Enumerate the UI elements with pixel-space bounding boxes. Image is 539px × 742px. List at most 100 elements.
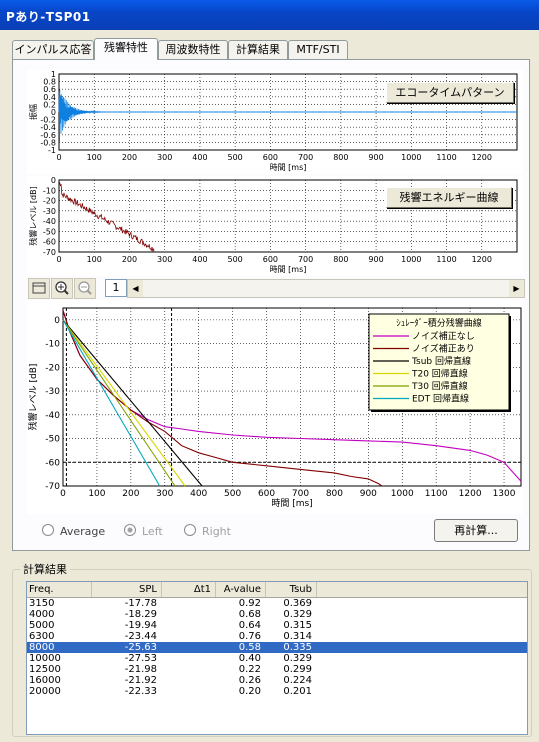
window-titlebar[interactable]: Pあり-TSP01 — [0, 0, 539, 30]
results-cell-freq: 3150 — [29, 598, 55, 609]
legend-label: T20 回帰直線 — [411, 368, 468, 380]
results-row[interactable]: 6300 -23.44 0.76 0.314 — [27, 631, 527, 642]
p1-ytick: 0.6 — [43, 85, 56, 94]
results-cell-freq: 5000 — [29, 620, 55, 631]
radio-left[interactable]: Left — [124, 524, 163, 538]
results-row[interactable]: 8000 -25.63 0.58 0.335 — [27, 642, 527, 653]
zoom-out-button[interactable] — [74, 278, 96, 299]
results-cell-tsub: 0.314 — [283, 631, 312, 642]
p3-ytick: 0 — [54, 316, 60, 326]
legend-title: ｼｭﾚｰﾀﾞｰ積分残響曲線 — [396, 317, 482, 329]
results-row[interactable]: 16000 -21.92 0.26 0.224 — [27, 675, 527, 686]
p1-xtick: 600 — [263, 153, 278, 162]
p3-xtick: 200 — [122, 489, 139, 499]
scroll-right-arrow-icon[interactable]: ▶ — [509, 280, 524, 297]
p1-xtick: 100 — [87, 153, 102, 162]
recalculate-button[interactable]: 再計算... — [434, 519, 518, 542]
p1-ytick: 0.2 — [43, 100, 56, 109]
p2-xtick: 700 — [298, 255, 313, 264]
plot-scrollbar[interactable]: ◀ ▶ — [127, 279, 525, 298]
p1-xtick: 1200 — [472, 153, 492, 162]
p3-ytick: -10 — [45, 340, 60, 350]
echo-time-pattern-button[interactable]: エコータイムパターン — [386, 82, 514, 103]
schroeder-curve-plot: 0 100 200 300 400 500 600 700 800 900 1000 1100 1200… — [27, 300, 523, 514]
p1-waveform — [58, 89, 102, 144]
results-row[interactable]: 20000 -22.33 0.20 0.201 — [27, 686, 527, 697]
results-cell-spl: -23.44 — [124, 631, 157, 642]
p3-series-3 — [62, 319, 186, 487]
results-cell-avalue: 0.68 — [238, 609, 261, 620]
radio-right[interactable]: Right — [184, 524, 231, 538]
p3-ytick: -70 — [45, 482, 60, 492]
results-row[interactable]: 10000 -27.53 0.40 0.329 — [27, 653, 527, 664]
col-tsub[interactable]: Tsub — [265, 582, 317, 597]
results-row[interactable]: 3150 -17.78 0.92 0.369 — [27, 598, 527, 609]
results-cell-spl: -27.53 — [124, 653, 157, 664]
results-cell-tsub: 0.201 — [283, 686, 312, 697]
results-cell-tsub: 0.224 — [283, 675, 312, 686]
p3-xtick: 400 — [190, 489, 207, 499]
page-number-field[interactable]: 1 — [105, 279, 127, 297]
legend-label: ノイズ補正あり — [412, 343, 475, 355]
zoom-out-icon — [78, 281, 92, 295]
p1-ylabel: 振幅 — [28, 104, 38, 120]
scroll-left-arrow-icon[interactable]: ◀ — [128, 280, 143, 297]
results-group-title: 計算結果 — [20, 561, 70, 577]
radio-left-dot — [124, 524, 136, 536]
p1-ytick: 0.4 — [43, 93, 56, 102]
p1-ytick: -1 — [48, 146, 56, 155]
p1-xtick: 400 — [192, 153, 207, 162]
results-cell-avalue: 0.20 — [238, 686, 261, 697]
results-listview[interactable]: Freq. SPL Δt1 A-value Tsub 3150 -17.78 0.9… — [26, 581, 528, 735]
p2-ytick: -20 — [43, 197, 56, 206]
p3-series-4 — [62, 319, 176, 487]
p2-xtick: 800 — [333, 255, 348, 264]
p3-xlabel: 時間 [ms] — [271, 498, 312, 509]
p2-xtick: 1100 — [436, 255, 456, 264]
p2-xtick: 0 — [56, 255, 61, 264]
p1-xtick: 500 — [228, 153, 243, 162]
results-row[interactable]: 5000 -19.94 0.64 0.315 — [27, 620, 527, 631]
p3-ylabel: 残響レベル [dB] — [27, 364, 39, 431]
results-row[interactable]: 12500 -21.98 0.22 0.299 — [27, 664, 527, 675]
col-spl[interactable]: SPL — [91, 582, 162, 597]
results-cell-spl: -17.78 — [124, 598, 157, 609]
p2-xlabel: 時間 [ms] — [270, 265, 307, 274]
p1-xtick: 1000 — [401, 153, 421, 162]
p1-ytick: 0.8 — [43, 78, 56, 87]
p1-ytick: -0.2 — [40, 116, 56, 125]
results-cell-avalue: 0.26 — [238, 675, 261, 686]
layout-toggle-button[interactable] — [28, 278, 50, 299]
tab-impulse[interactable]: インパルス応答 — [12, 40, 94, 59]
tab-frequency[interactable]: 周波数特性 — [158, 40, 228, 59]
radio-average[interactable]: Average — [42, 524, 105, 538]
results-cell-freq: 4000 — [29, 609, 55, 620]
results-cell-spl: -25.63 — [124, 642, 157, 653]
zoom-in-button[interactable] — [51, 278, 73, 299]
col-freq[interactable]: Freq. — [27, 582, 92, 597]
p3-xtick: 1000 — [391, 489, 414, 499]
tab-reverb[interactable]: 残響特性 — [94, 38, 158, 60]
p3-xtick: 100 — [88, 489, 105, 499]
p3-xtick: 800 — [326, 489, 343, 499]
legend-label: T30 回帰直線 — [411, 380, 468, 392]
p3-xtick: 900 — [360, 489, 377, 499]
tab-results[interactable]: 計算結果 — [228, 40, 288, 59]
results-row[interactable]: 4000 -18.29 0.68 0.329 — [27, 609, 527, 620]
p3-ytick: -60 — [45, 458, 60, 468]
p3-xtick: 600 — [258, 489, 275, 499]
results-cell-freq: 20000 — [29, 686, 61, 697]
results-cell-spl: -19.94 — [124, 620, 157, 631]
tab-mtf-sti[interactable]: MTF/STI — [288, 40, 348, 59]
p2-xtick: 100 — [87, 255, 102, 264]
col-avalue[interactable]: A-value — [215, 582, 266, 597]
results-cell-tsub: 0.369 — [283, 598, 312, 609]
p2-xtick: 200 — [122, 255, 137, 264]
decay-energy-button[interactable]: 残響エネルギー曲線 — [386, 187, 512, 208]
radio-right-dot — [184, 524, 196, 536]
results-cell-freq: 16000 — [29, 675, 61, 686]
results-cell-tsub: 0.329 — [283, 653, 312, 664]
p3-xtick: 500 — [224, 489, 241, 499]
results-cell-avalue: 0.92 — [238, 598, 261, 609]
col-dt1[interactable]: Δt1 — [161, 582, 216, 597]
